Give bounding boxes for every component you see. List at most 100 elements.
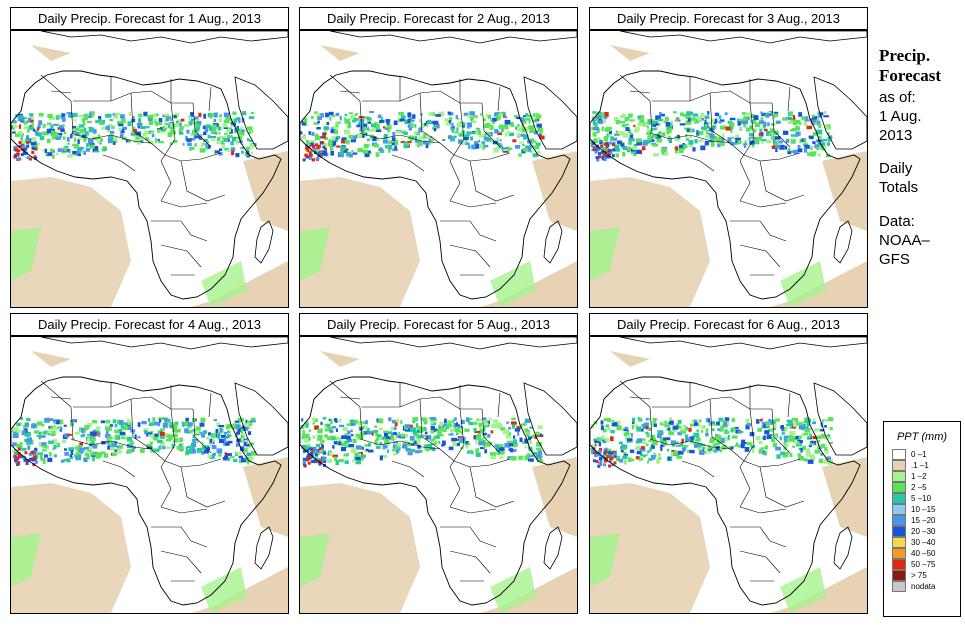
rain-cell <box>160 428 166 431</box>
rain-cell <box>657 118 663 122</box>
rain-cell <box>22 120 26 124</box>
rain-cell <box>759 128 763 134</box>
rain-cell <box>652 127 657 131</box>
rain-cell <box>696 429 699 432</box>
rain-cell <box>765 131 771 136</box>
rain-cell <box>246 452 251 456</box>
rain-cell <box>38 434 41 440</box>
rain-cell <box>64 433 70 438</box>
rain-cell <box>330 419 333 425</box>
country-border <box>629 396 651 400</box>
rain-cell-heavy <box>34 156 38 160</box>
rain-cell <box>734 444 741 447</box>
rain-cell <box>248 147 251 150</box>
rain-cell <box>395 450 400 453</box>
rain-cell <box>745 424 750 430</box>
rain-cell <box>417 444 421 449</box>
rain-cell <box>89 443 93 448</box>
rain-cell <box>210 433 217 438</box>
rain-cell <box>487 434 491 438</box>
rain-cell <box>758 441 763 445</box>
rain-cell <box>226 453 232 456</box>
rain-cell <box>92 129 97 134</box>
rain-cell <box>74 128 80 131</box>
rain-cell <box>160 442 165 447</box>
rain-cell <box>643 122 649 126</box>
rain-cell <box>207 455 212 458</box>
rain-cell <box>223 438 227 443</box>
rain-cell <box>507 432 512 436</box>
rain-cell <box>761 141 764 144</box>
rain-cell <box>63 459 68 462</box>
coastline-north <box>329 31 577 44</box>
rain-cell <box>438 111 445 117</box>
rain-cell-heavy <box>34 447 38 451</box>
rain-cell <box>222 144 226 148</box>
rain-cell <box>698 130 704 135</box>
rain-cell <box>247 420 253 424</box>
rain-cell <box>331 140 337 146</box>
rain-cell <box>344 460 349 464</box>
rain-cell <box>456 442 460 447</box>
rain-cell <box>672 425 679 430</box>
rain-cell <box>524 428 529 431</box>
rain-cell <box>151 134 155 138</box>
rain-cell <box>497 143 502 146</box>
rain-cell <box>823 115 829 118</box>
rain-cell <box>689 436 694 441</box>
rain-cell <box>375 437 379 441</box>
rain-cell <box>819 112 824 116</box>
rain-cell <box>382 139 389 144</box>
rain-cell <box>666 448 669 452</box>
rain-cell <box>235 424 241 429</box>
rain-cell <box>386 122 390 125</box>
light-area-west <box>590 533 620 587</box>
rain-cell <box>493 112 499 117</box>
rain-cell <box>168 435 173 440</box>
legend-label: 15 –20 <box>911 516 936 525</box>
rain-cell <box>146 434 150 437</box>
rain-cell <box>317 428 323 434</box>
rain-cell <box>312 435 316 439</box>
rain-cell <box>341 440 348 443</box>
rain-cell <box>238 455 243 459</box>
rain-cell <box>696 130 699 135</box>
rain-cell <box>173 115 177 118</box>
country-border <box>739 506 787 514</box>
rain-cell <box>524 456 530 461</box>
legend-label: 1 –2 <box>911 472 927 481</box>
rain-cell <box>501 111 506 115</box>
rain-cell-heavy <box>309 153 313 157</box>
rain-cell <box>203 113 207 119</box>
country-border <box>730 526 787 548</box>
rain-cell <box>352 152 358 155</box>
rain-cell <box>702 450 707 454</box>
rain-cell <box>528 437 531 441</box>
rain-cell <box>166 418 171 423</box>
dry-area-atlantic <box>300 483 420 613</box>
rain-cell <box>623 429 628 431</box>
rain-cell <box>823 458 828 464</box>
rain-cell <box>454 135 457 138</box>
rain-cell <box>239 136 243 141</box>
rain-cell <box>383 430 389 433</box>
rain-cell <box>523 115 527 118</box>
rain-cell <box>468 449 472 454</box>
rain-cell <box>629 132 633 135</box>
rain-cell <box>114 136 118 141</box>
rain-cell <box>513 115 519 118</box>
rain-cell <box>724 112 728 116</box>
country-border <box>619 74 653 134</box>
dry-area-indian-ocean <box>243 151 288 231</box>
rain-cell <box>635 138 642 143</box>
rain-cell <box>729 117 736 121</box>
rain-cell <box>344 118 350 124</box>
rain-cell <box>334 129 338 135</box>
rain-cell <box>485 442 491 447</box>
rain-cell <box>43 445 48 448</box>
rain-cell-heavy <box>319 460 323 464</box>
rain-cell <box>394 438 397 441</box>
rain-cell <box>641 146 646 151</box>
rain-cell <box>236 442 240 447</box>
rain-cell <box>829 441 833 445</box>
